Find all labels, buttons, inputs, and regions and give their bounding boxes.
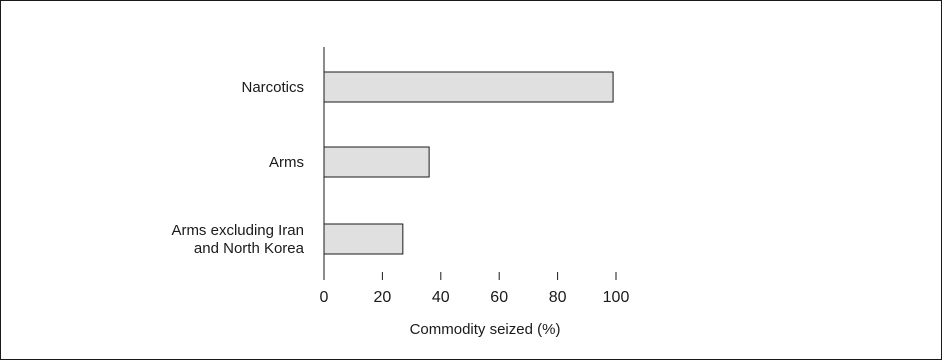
category-label: Narcotics <box>241 79 304 96</box>
bar <box>323 146 430 178</box>
x-tick-label: 100 <box>603 289 630 306</box>
x-tick-label: 60 <box>490 289 508 306</box>
category-label: Arms <box>269 154 304 171</box>
x-tick-label: 0 <box>320 289 329 306</box>
bars-layer <box>323 71 614 255</box>
x-axis-ticks: 0 20 40 60 80 100 <box>320 272 630 306</box>
category-label: Arms excluding Iran <box>171 222 304 239</box>
x-tick-label: 20 <box>374 289 392 306</box>
bar <box>323 223 404 255</box>
x-tick-label: 40 <box>432 289 450 306</box>
x-tick-label: 80 <box>549 289 567 306</box>
category-label: and North Korea <box>194 240 305 257</box>
x-axis-title: Commodity seized (%) <box>410 321 561 338</box>
bar <box>323 71 614 103</box>
